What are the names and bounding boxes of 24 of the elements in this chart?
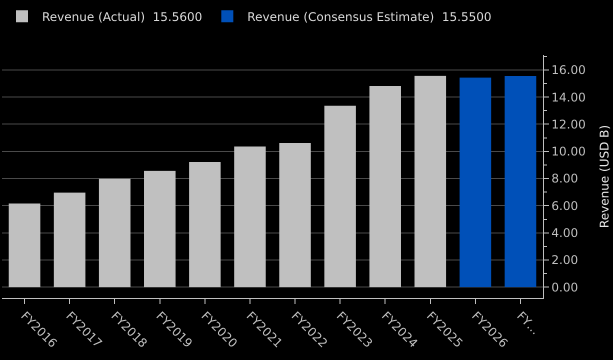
bar — [460, 78, 492, 288]
y-tick-label: 8.00 — [551, 172, 578, 186]
bar — [144, 170, 176, 288]
bar — [189, 162, 221, 288]
y-tick-label: 2.00 — [551, 253, 578, 268]
bar — [279, 142, 311, 288]
bar — [234, 146, 266, 288]
y-tick-label: 10.00 — [551, 144, 586, 159]
bar — [54, 192, 86, 288]
y-tick-label: 14.00 — [551, 90, 586, 104]
y-axis-title: Revenue (USD B) — [598, 124, 612, 228]
bar — [8, 204, 40, 288]
legend-label: Revenue (Actual) 15.5600 — [42, 10, 202, 24]
y-tick-label: 6.00 — [551, 198, 578, 213]
y-tick-label: 16.00 — [551, 63, 586, 78]
y-tick-label: 12.00 — [551, 117, 586, 132]
bar — [324, 106, 356, 288]
y-tick-label: 4.00 — [551, 226, 578, 240]
legend-label: Revenue (Consensus Estimate) 15.5500 — [247, 10, 492, 24]
y-tick-label: 0.00 — [551, 280, 578, 294]
bar — [414, 76, 446, 288]
bar — [369, 86, 401, 288]
bar — [98, 178, 130, 288]
bar — [504, 76, 536, 288]
